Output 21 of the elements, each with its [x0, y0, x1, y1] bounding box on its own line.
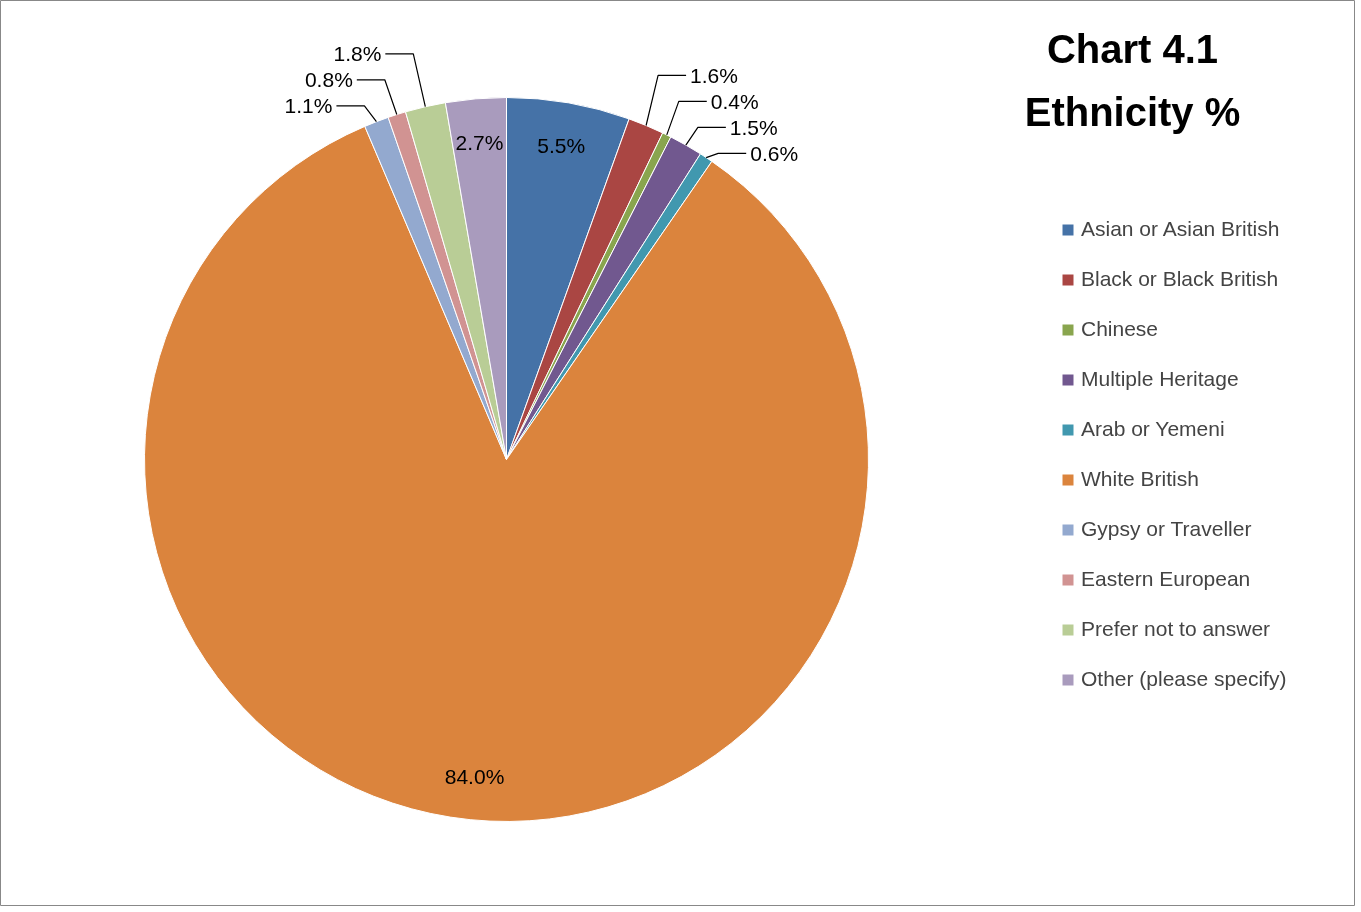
- data-label: 2.7%: [455, 130, 504, 154]
- data-label: 5.5%: [537, 134, 586, 158]
- legend-label: Other (please specify): [1081, 667, 1287, 691]
- legend-label: Eastern European: [1081, 567, 1251, 591]
- data-label: 84.0%: [444, 764, 505, 788]
- legend-label: Asian or Asian British: [1081, 217, 1280, 241]
- data-label: 1.5%: [729, 115, 778, 139]
- legend-label: Gypsy or Traveller: [1081, 517, 1252, 541]
- data-label: 1.6%: [690, 63, 738, 87]
- legend-label: Arab or Yemeni: [1081, 417, 1225, 441]
- data-label: 0.4%: [710, 89, 759, 113]
- legend-label: Multiple Heritage: [1081, 367, 1239, 391]
- legend-label: Chinese: [1081, 317, 1159, 341]
- data-label: 0.6%: [750, 141, 799, 165]
- data-label: 0.8%: [304, 68, 353, 92]
- legend-label: White British: [1081, 467, 1199, 491]
- legend-label: Black or Black British: [1081, 267, 1279, 291]
- data-label: 1.1%: [284, 94, 333, 118]
- data-label: 1.8%: [333, 42, 382, 66]
- legend-label: Prefer not to answer: [1081, 617, 1271, 641]
- chart-title: Chart 4.1 Ethnicity %: [1024, 26, 1241, 135]
